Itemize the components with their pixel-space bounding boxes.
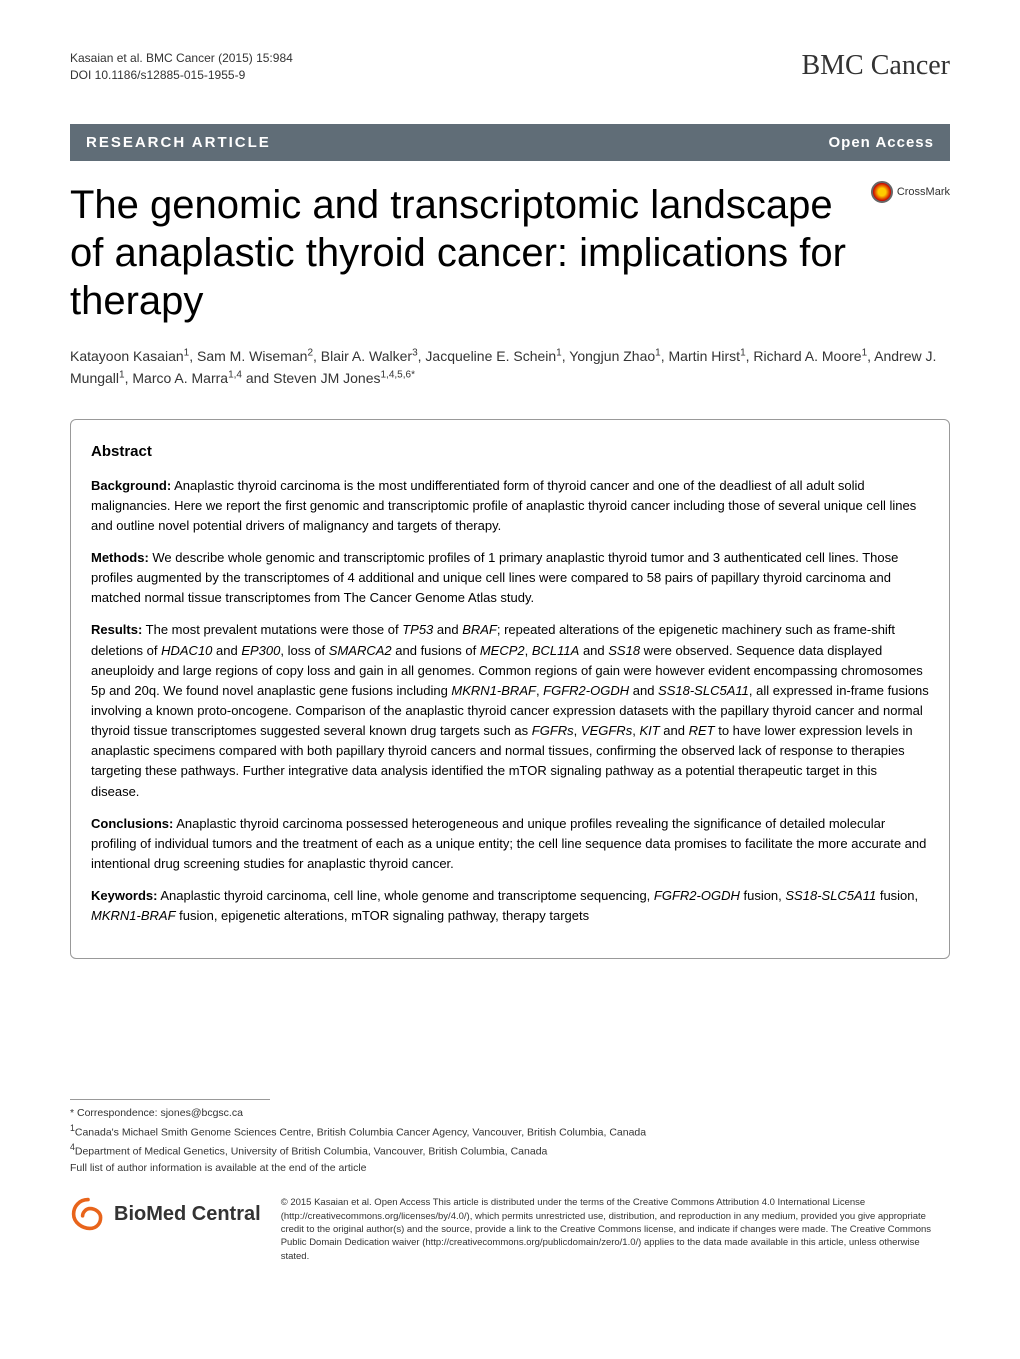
conclusions-label: Conclusions: (91, 816, 173, 831)
biomed-central-logo: BioMed Central (70, 1196, 261, 1232)
abstract-background: Background: Anaplastic thyroid carcinoma… (91, 476, 929, 536)
title-row: The genomic and transcriptomic landscape… (70, 181, 950, 325)
abstract-box: Abstract Background: Anaplastic thyroid … (70, 419, 950, 959)
article-type-bar: RESEARCH ARTICLE Open Access (70, 124, 950, 161)
affiliation-4: 4Department of Medical Genetics, Univers… (70, 1141, 950, 1160)
crossmark-badge[interactable]: CrossMark (871, 181, 950, 203)
abstract-methods: Methods: We describe whole genomic and t… (91, 548, 929, 608)
license-text: © 2015 Kasaian et al. Open Access This a… (281, 1196, 950, 1262)
background-text: Anaplastic thyroid carcinoma is the most… (91, 478, 916, 533)
results-label: Results: (91, 622, 142, 637)
results-text: The most prevalent mutations were those … (91, 622, 929, 798)
bmc-logo-text: BioMed Central (114, 1199, 261, 1229)
affiliation-1: 1Canada's Michael Smith Genome Sciences … (70, 1122, 950, 1141)
license-row: BioMed Central © 2015 Kasaian et al. Ope… (70, 1196, 950, 1262)
citation-line-2: DOI 10.1186/s12885-015-1955-9 (70, 67, 293, 84)
bmc-swirl-icon (70, 1196, 106, 1232)
crossmark-icon (871, 181, 893, 203)
citation-block: Kasaian et al. BMC Cancer (2015) 15:984 … (70, 50, 293, 84)
article-type-label: RESEARCH ARTICLE (86, 134, 271, 151)
open-access-label: Open Access (829, 134, 935, 151)
journal-name: BMC Cancer (801, 50, 950, 82)
article-title: The genomic and transcriptomic landscape… (70, 181, 851, 325)
methods-label: Methods: (91, 550, 149, 565)
authors-list: Katayoon Kasaian1, Sam M. Wiseman2, Blai… (70, 345, 950, 390)
abstract-conclusions: Conclusions: Anaplastic thyroid carcinom… (91, 814, 929, 874)
conclusions-text: Anaplastic thyroid carcinoma possessed h… (91, 816, 926, 871)
background-label: Background: (91, 478, 171, 493)
abstract-keywords: Keywords: Anaplastic thyroid carcinoma, … (91, 886, 929, 926)
full-author-list-note: Full list of author information is avail… (70, 1161, 950, 1177)
crossmark-label: CrossMark (897, 186, 950, 198)
keywords-text: Anaplastic thyroid carcinoma, cell line,… (91, 888, 918, 923)
citation-line-1: Kasaian et al. BMC Cancer (2015) 15:984 (70, 50, 293, 67)
footer: * Correspondence: sjones@bcgsc.ca 1Canad… (70, 1099, 950, 1262)
header-top: Kasaian et al. BMC Cancer (2015) 15:984 … (70, 50, 950, 84)
keywords-label: Keywords: (91, 888, 157, 903)
abstract-results: Results: The most prevalent mutations we… (91, 620, 929, 801)
footer-divider (70, 1099, 270, 1100)
correspondence: * Correspondence: sjones@bcgsc.ca (70, 1106, 950, 1122)
abstract-heading: Abstract (91, 440, 929, 463)
methods-text: We describe whole genomic and transcript… (91, 550, 898, 605)
